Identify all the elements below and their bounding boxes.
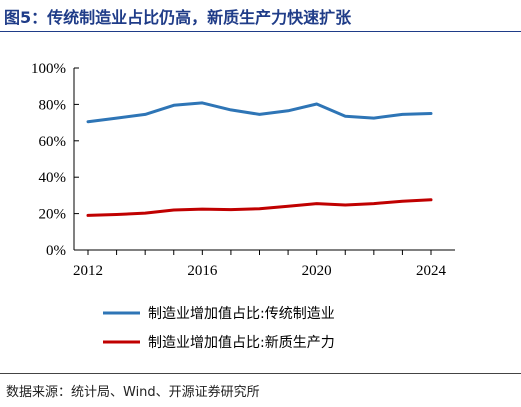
series-line-2 [86, 198, 433, 217]
x-tick-label: 2016 [187, 263, 218, 279]
y-tick-label: 60% [39, 134, 67, 150]
title-divider [0, 31, 521, 32]
series-line-1 [86, 101, 433, 124]
y-tick-label: 80% [39, 97, 67, 113]
data-source: 数据来源：统计局、Wind、开源证券研究所 [6, 385, 260, 400]
y-tick-label: 40% [39, 170, 67, 186]
legend-label-2: 制造业增加值占比:新质生产力 [148, 335, 335, 351]
figure-title: 图5：传统制造业占比仍高，新质生产力快速扩张 [4, 8, 352, 27]
y-tick-label: 0% [46, 243, 66, 259]
y-tick-label: 20% [39, 207, 67, 223]
y-tick-label: 100% [31, 61, 66, 77]
legend-label-1: 制造业增加值占比:传统制造业 [148, 306, 335, 322]
source-divider [0, 373, 521, 374]
line-chart: 0% 20% 40% 60% 80% 100% 2012 2016 2020 2024 制造业增加值… [31, 61, 455, 351]
x-tick-label: 2024 [416, 263, 447, 279]
x-tick-label: 2012 [73, 263, 103, 279]
x-tick-label: 2020 [302, 263, 332, 279]
